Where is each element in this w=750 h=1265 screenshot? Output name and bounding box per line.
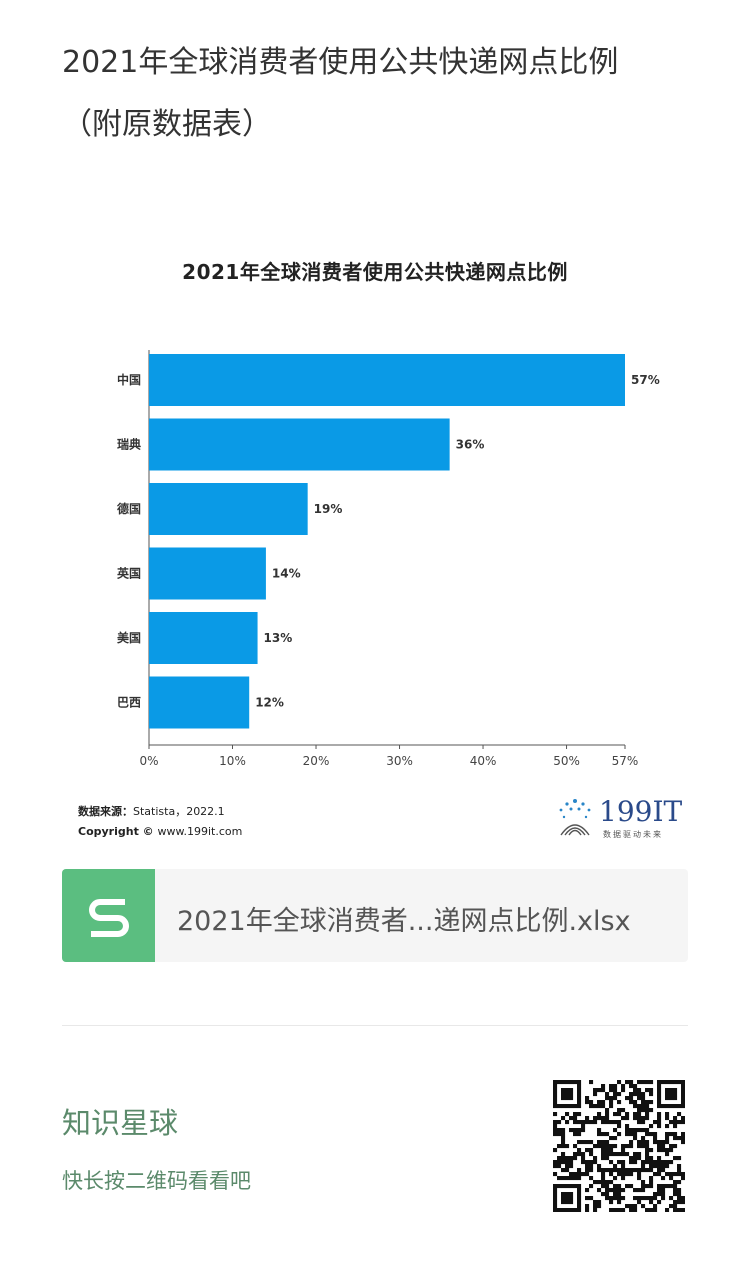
data-label: 57% (631, 373, 660, 387)
x-tick-label: 30% (386, 754, 413, 768)
promo-title: 知识星球 (62, 1106, 179, 1140)
category-label: 德国 (117, 501, 141, 516)
chart-title: 2021年全球消费者使用公共快递网点比例 (182, 260, 568, 284)
data-source: 数据来源：Statista，2022.1 Copyright © www.199… (78, 802, 242, 842)
x-tick-label: 50% (553, 754, 580, 768)
data-label: 19% (314, 502, 343, 516)
x-tick-label: 57% (612, 754, 639, 768)
bar (149, 547, 266, 600)
data-label: 36% (456, 438, 485, 452)
source-label: 数据来源： (78, 805, 133, 818)
category-label: 中国 (117, 372, 141, 387)
logo: 199IT 数据驱动未来 (553, 795, 683, 841)
copyright-text: www.199it.com (157, 825, 243, 838)
x-tick-label: 0% (139, 754, 158, 768)
x-tick-label: 40% (470, 754, 497, 768)
category-label: 瑞典 (117, 437, 141, 452)
bar (149, 612, 258, 664)
bar (149, 676, 250, 729)
qr-code-icon[interactable] (553, 1080, 685, 1212)
bar-chart: 中国 57% 瑞典 36% 德国 19% 英国 14% 美国 13% 巴西 12% 0% 10% 20% 30… (117, 350, 660, 768)
logo-mark-icon (559, 799, 591, 836)
data-label: 13% (264, 631, 293, 645)
source-text: Statista，2022.1 (133, 805, 225, 818)
article-title-line1: 2021年全球消费者使用公共快递网点比例 (62, 45, 619, 81)
copyright-label: Copyright © (78, 825, 158, 838)
promo-subtitle: 快长按二维码看看吧 (62, 1169, 251, 1193)
logo-subtext: 数据驱动未来 (603, 830, 663, 839)
x-tick-label: 10% (219, 754, 246, 768)
data-label: 14% (272, 567, 301, 581)
article-title: 2021年全球消费者使用公共快递网点比例 （附原数据表） (62, 42, 702, 146)
bar (149, 354, 625, 406)
divider (62, 1025, 688, 1026)
bar (149, 483, 308, 535)
category-label: 英国 (117, 566, 141, 581)
x-tick-label: 20% (303, 754, 330, 768)
attachment-file-name: 2021年全球消费者...递网点比例.xlsx (177, 906, 631, 937)
category-label: 美国 (117, 630, 141, 645)
logo-text: 199IT (599, 795, 683, 828)
article-title-line2: （附原数据表） (62, 107, 272, 143)
attachment-file-card[interactable]: 2021年全球消费者...递网点比例.xlsx (62, 869, 688, 962)
category-label: 巴西 (117, 696, 141, 710)
spreadsheet-icon (62, 869, 155, 962)
data-label: 12% (255, 696, 284, 710)
bar (149, 418, 450, 471)
